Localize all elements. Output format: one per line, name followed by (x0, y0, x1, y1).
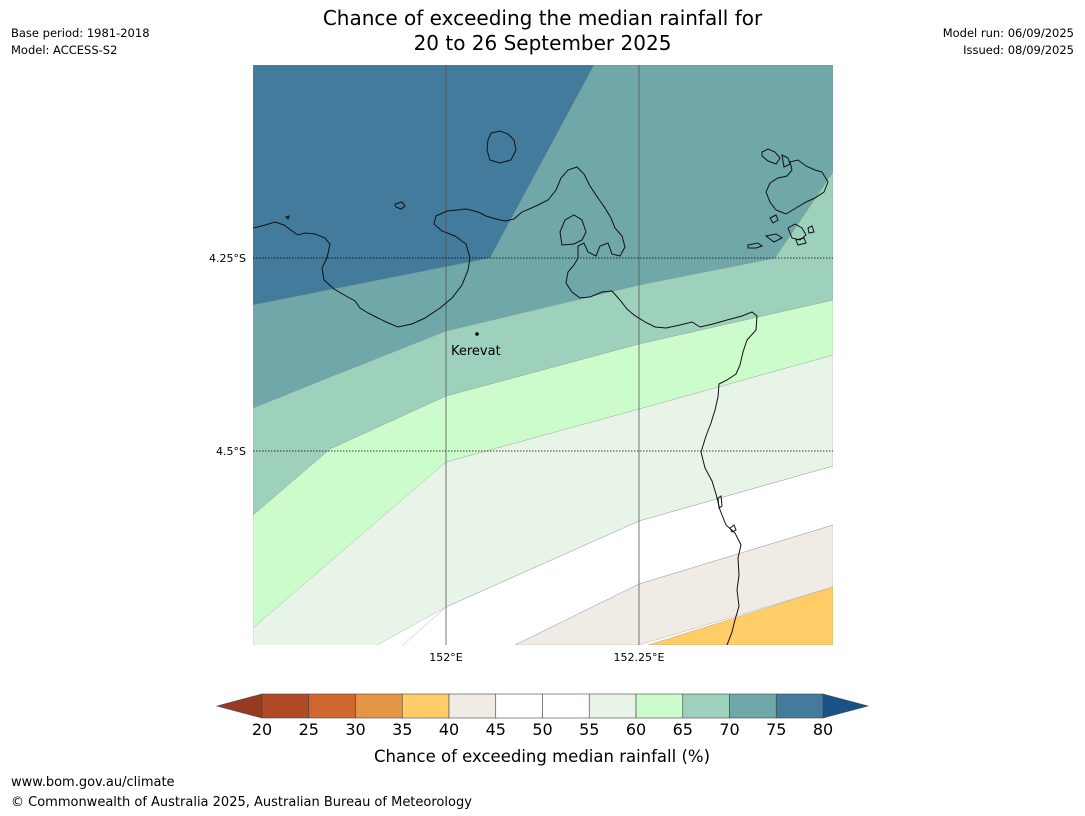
colorbar-segment (588, 693, 637, 719)
colorbar-tick-label: 70 (719, 720, 739, 739)
model-text: Model: ACCESS-S2 (11, 43, 118, 57)
colorbar-segment (448, 693, 497, 719)
lat-label-4-25s: 4.25°S (209, 252, 246, 265)
meta-left: Base period: 1981-2018 Model: ACCESS-S2 (11, 25, 150, 59)
colorbar-segment (261, 693, 310, 719)
colorbar-segment (635, 693, 684, 719)
colorbar-segment (682, 693, 730, 719)
colorbar-tick-label: 35 (392, 720, 412, 739)
lat-label-4-5s: 4.5°S (216, 445, 246, 458)
colorbar-tick-label: 80 (813, 720, 833, 739)
colorbar-segment (355, 693, 403, 719)
colorbar-over-arrow (822, 693, 870, 719)
colorbar-segment (775, 693, 824, 719)
kerevat-marker (475, 332, 479, 336)
colorbar-segment (495, 693, 543, 719)
base-period-text: Base period: 1981-2018 (11, 26, 150, 40)
model-run-text: Model run: 06/09/2025 (942, 26, 1074, 40)
colorbar-tick-label: 55 (579, 720, 599, 739)
kerevat-label: Kerevat (451, 344, 501, 359)
footer-url: www.bom.gov.au/climate (11, 775, 175, 790)
colorbar: 20 25 30 35 40 45 50 55 60 65 70 75 80 Chance of exc… (215, 693, 870, 766)
colorbar-label: Chance of exceeding median rainfall (%) (374, 747, 710, 766)
colorbar-tick-label: 60 (626, 720, 646, 739)
contour-line (402, 465, 833, 645)
lon-label-152e: 152°E (429, 651, 462, 664)
colorbar-tick-label: 45 (486, 720, 506, 739)
map-area: Kerevat (253, 65, 833, 645)
colorbar-tick-label: 25 (299, 720, 319, 739)
colorbar-under-arrow (215, 693, 263, 719)
colorbar-segment (542, 693, 590, 719)
footer-copyright: © Commonwealth of Australia 2025, Austra… (11, 795, 472, 810)
title-line-1: Chance of exceeding the median rainfall … (322, 6, 763, 30)
colorbar-segment (308, 693, 356, 719)
colorbar-segment (729, 693, 777, 719)
title-line-2: 20 to 26 September 2025 (413, 31, 672, 55)
colorbar-tick-label: 30 (345, 720, 365, 739)
band-35-40 (647, 586, 833, 645)
lon-label-152-25e: 152.25°E (614, 651, 665, 664)
colorbar-tick-label: 20 (252, 720, 272, 739)
colorbar-tick-label: 65 (673, 720, 693, 739)
colorbar-tick-label: 50 (532, 720, 552, 739)
chart-title: Chance of exceeding the median rainfall … (0, 6, 1085, 56)
meta-right: Model run: 06/09/2025 Issued: 08/09/2025 (943, 25, 1074, 59)
issued-text: Issued: 08/09/2025 (963, 43, 1074, 57)
colorbar-tick-label: 40 (439, 720, 459, 739)
colorbar-tick-label: 75 (766, 720, 786, 739)
colorbar-segment (401, 693, 450, 719)
coastline (253, 130, 829, 645)
